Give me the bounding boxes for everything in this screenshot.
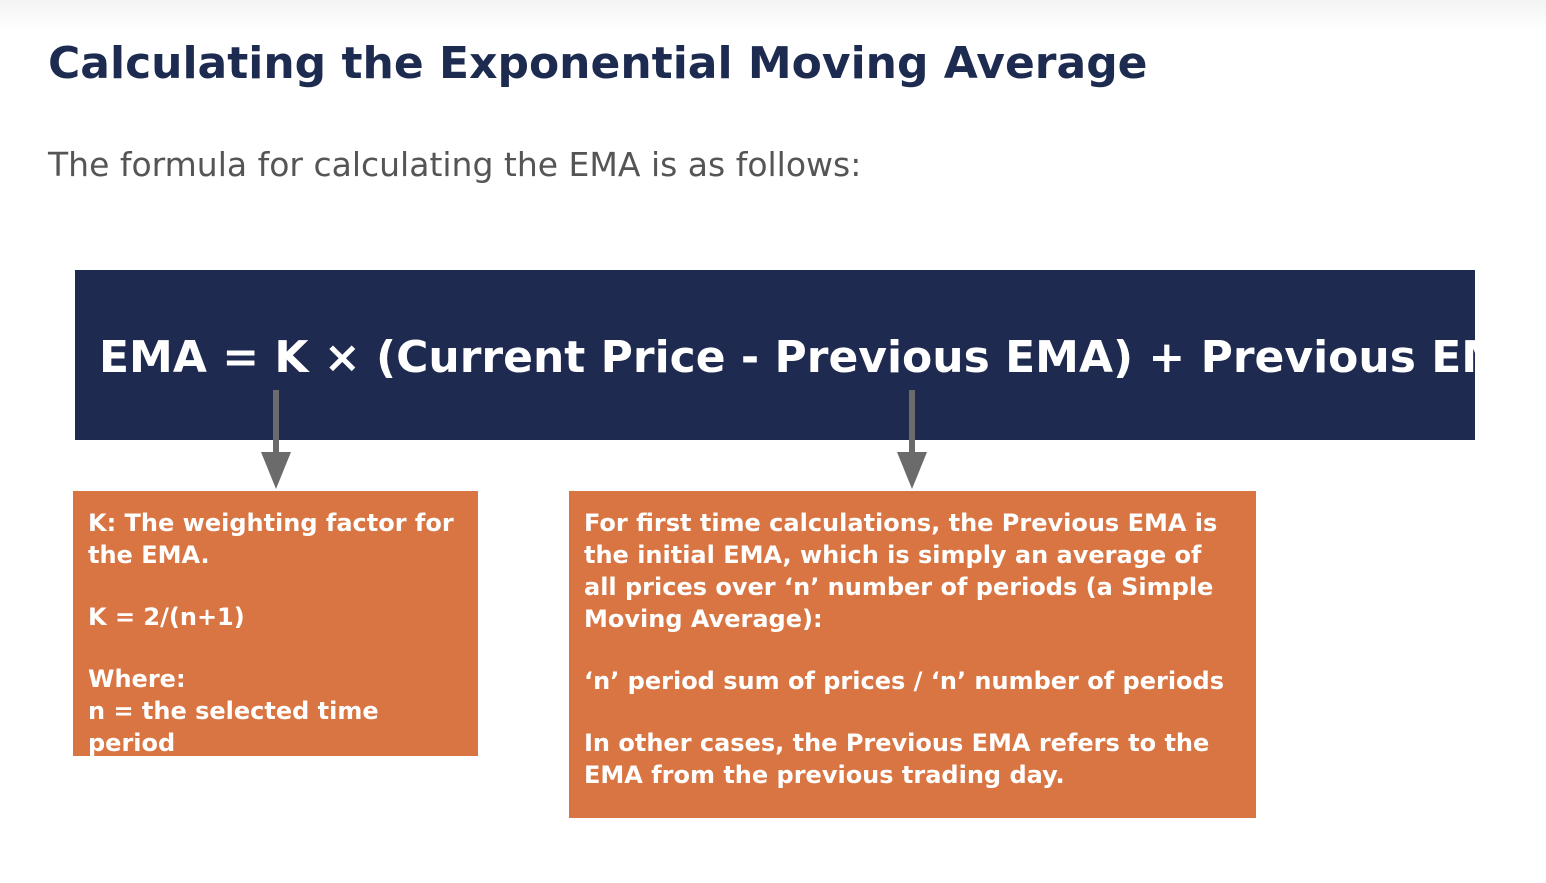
arrow-down-icon xyxy=(897,390,927,489)
formula-banner: EMA = K × (Current Price - Previous EMA)… xyxy=(75,270,1539,440)
page-title: Calculating the Exponential Moving Avera… xyxy=(48,38,1148,89)
n-definition: n = the selected time period xyxy=(88,697,379,757)
top-shade xyxy=(0,0,1546,30)
sma-formula: ‘n’ period sum of prices / ‘n’ number of… xyxy=(584,667,1225,695)
intro-text: The formula for calculating the EMA is a… xyxy=(48,145,862,184)
k-definition: K: The weighting factor for the EMA. xyxy=(88,509,454,569)
where-label: Where: xyxy=(88,665,186,693)
k-factor-box: K: The weighting factor for the EMA. K =… xyxy=(73,491,478,757)
previous-ema-definition: For first time calculations, the Previou… xyxy=(584,509,1218,633)
k-formula: K = 2/(n+1) xyxy=(88,603,245,631)
previous-ema-box: For first time calculations, the Previou… xyxy=(569,491,1256,818)
formula-text: EMA = K × (Current Price - Previous EMA)… xyxy=(99,332,1540,383)
arrow-down-icon xyxy=(261,390,291,489)
previous-ema-other-cases: In other cases, the Previous EMA refers … xyxy=(584,729,1210,789)
